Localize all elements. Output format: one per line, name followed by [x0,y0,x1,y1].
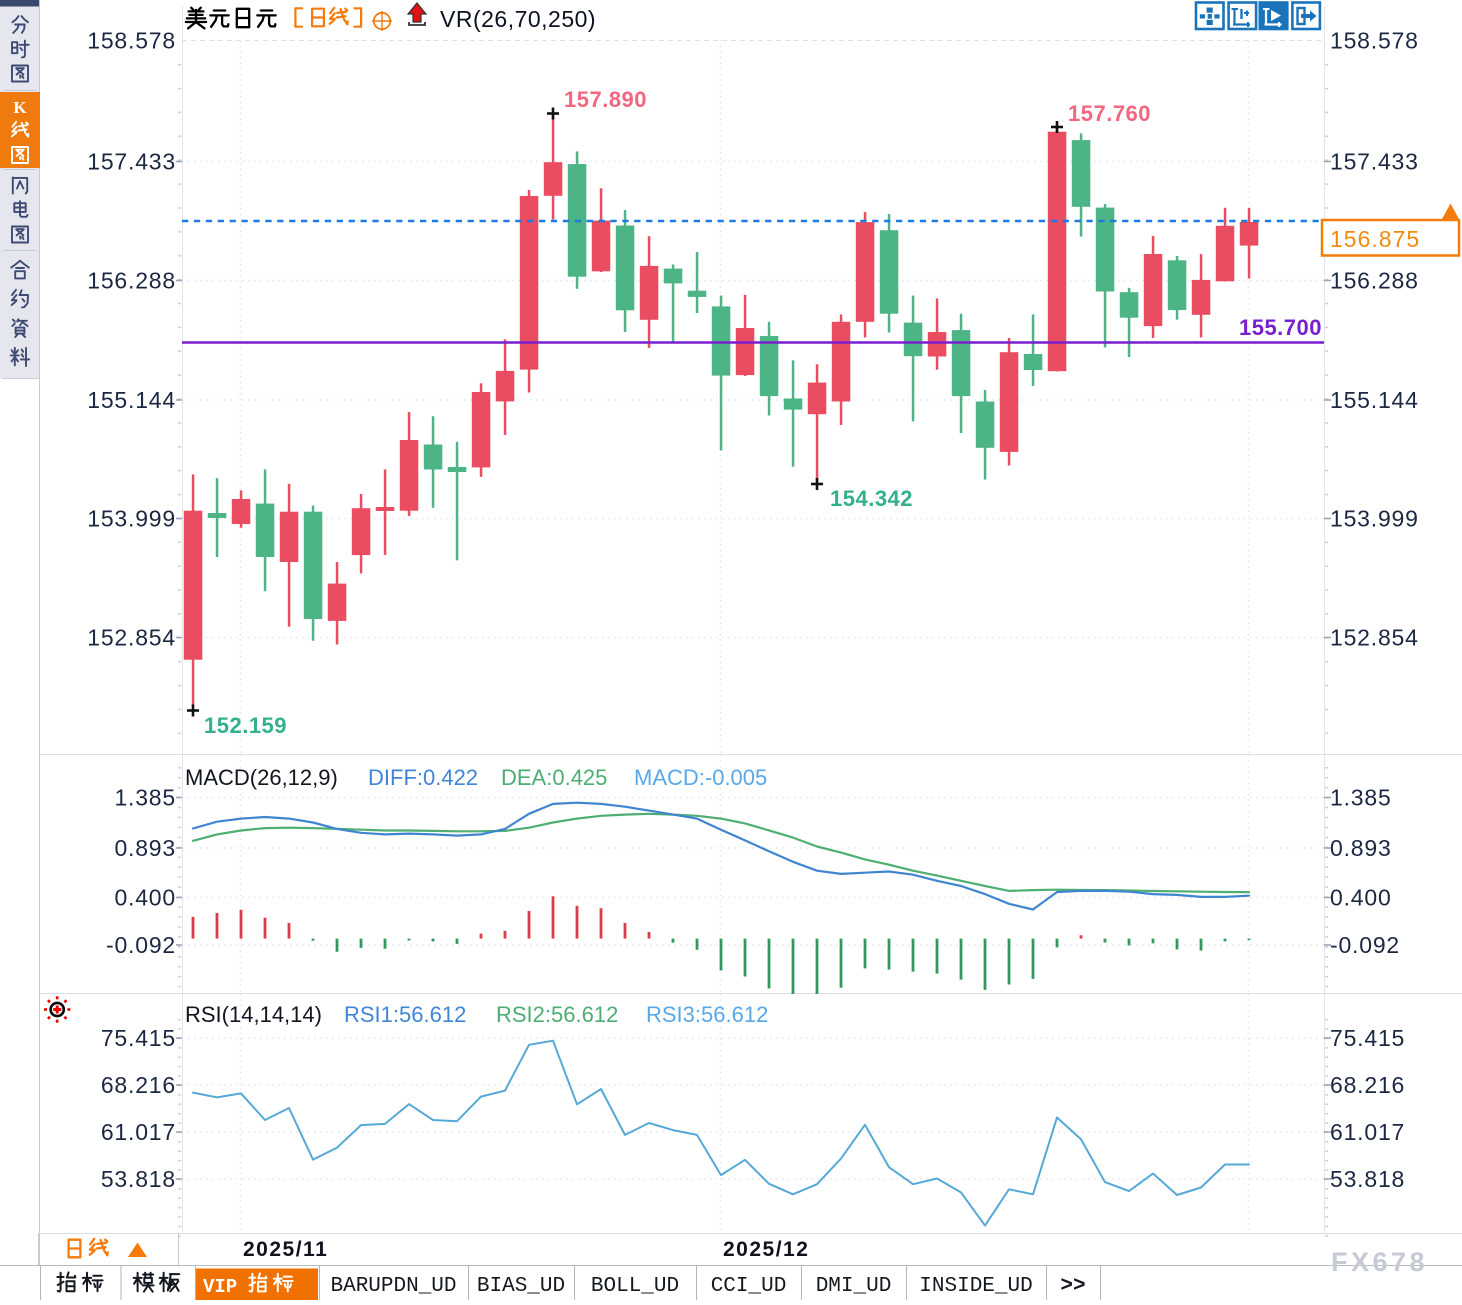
svg-text:0.893: 0.893 [1330,835,1392,861]
svg-text:MACD(26,12,9): MACD(26,12,9) [185,765,338,790]
svg-text:RSI1:56.612: RSI1:56.612 [344,1002,466,1027]
svg-text:RSI(14,14,14): RSI(14,14,14) [185,1002,322,1027]
svg-text:152.854: 152.854 [1330,625,1419,651]
svg-text:158.578: 158.578 [87,28,176,54]
svg-text:2025/11: 2025/11 [243,1238,328,1261]
svg-text:156.288: 156.288 [87,268,176,294]
svg-text:FX678: FX678 [1331,1247,1428,1277]
svg-text:RSI2:56.612: RSI2:56.612 [496,1002,618,1027]
svg-text:152.159: 152.159 [204,713,287,738]
svg-text:157.890: 157.890 [564,87,647,112]
svg-text:DEA:0.425: DEA:0.425 [501,765,607,790]
svg-text:-0.092: -0.092 [106,932,176,958]
svg-text:BIAS_UD: BIAS_UD [477,1275,565,1298]
svg-text:BARUPDN_UD: BARUPDN_UD [330,1275,456,1298]
svg-text:68.216: 68.216 [101,1072,176,1098]
svg-text:0.400: 0.400 [1330,885,1392,911]
svg-text:1.385: 1.385 [1330,785,1392,811]
svg-text:K: K [13,98,27,117]
svg-text:CCI_UD: CCI_UD [711,1275,787,1298]
svg-text:VR(26,70,250): VR(26,70,250) [440,6,596,32]
svg-text:BOLL_UD: BOLL_UD [591,1275,679,1298]
svg-text:0.893: 0.893 [114,835,176,861]
svg-text:68.216: 68.216 [1330,1072,1405,1098]
svg-text:153.999: 153.999 [87,506,176,532]
svg-text:155.144: 155.144 [1330,387,1419,413]
svg-text:VIP: VIP [203,1276,237,1298]
svg-text:155.144: 155.144 [87,387,176,413]
svg-text:2025/12: 2025/12 [723,1238,809,1261]
svg-text:156.875: 156.875 [1330,226,1420,252]
svg-text:152.854: 152.854 [87,625,176,651]
svg-text:156.288: 156.288 [1330,268,1419,294]
svg-text:155.700: 155.700 [1239,315,1322,340]
svg-text:61.017: 61.017 [1330,1119,1405,1145]
svg-text:RSI3:56.612: RSI3:56.612 [646,1002,768,1027]
svg-text:158.578: 158.578 [1330,28,1419,54]
svg-text:153.999: 153.999 [1330,506,1419,532]
svg-text:DMI_UD: DMI_UD [816,1275,892,1298]
svg-text:0.400: 0.400 [114,885,176,911]
svg-text:INSIDE_UD: INSIDE_UD [919,1275,1032,1298]
svg-text:53.818: 53.818 [1330,1166,1405,1192]
svg-text:157.433: 157.433 [1330,149,1419,175]
svg-text:MACD:-0.005: MACD:-0.005 [634,765,767,790]
svg-text:157.433: 157.433 [87,149,176,175]
svg-text:53.818: 53.818 [101,1166,176,1192]
svg-text:DIFF:0.422: DIFF:0.422 [368,765,478,790]
svg-text:154.342: 154.342 [830,486,913,511]
svg-text:1.385: 1.385 [114,785,176,811]
svg-text:157.760: 157.760 [1068,101,1151,126]
svg-text:75.415: 75.415 [1330,1025,1405,1051]
svg-text:>>: >> [1060,1275,1085,1298]
svg-text:-0.092: -0.092 [1330,932,1400,958]
svg-text:75.415: 75.415 [101,1025,176,1051]
svg-text:61.017: 61.017 [101,1119,176,1145]
